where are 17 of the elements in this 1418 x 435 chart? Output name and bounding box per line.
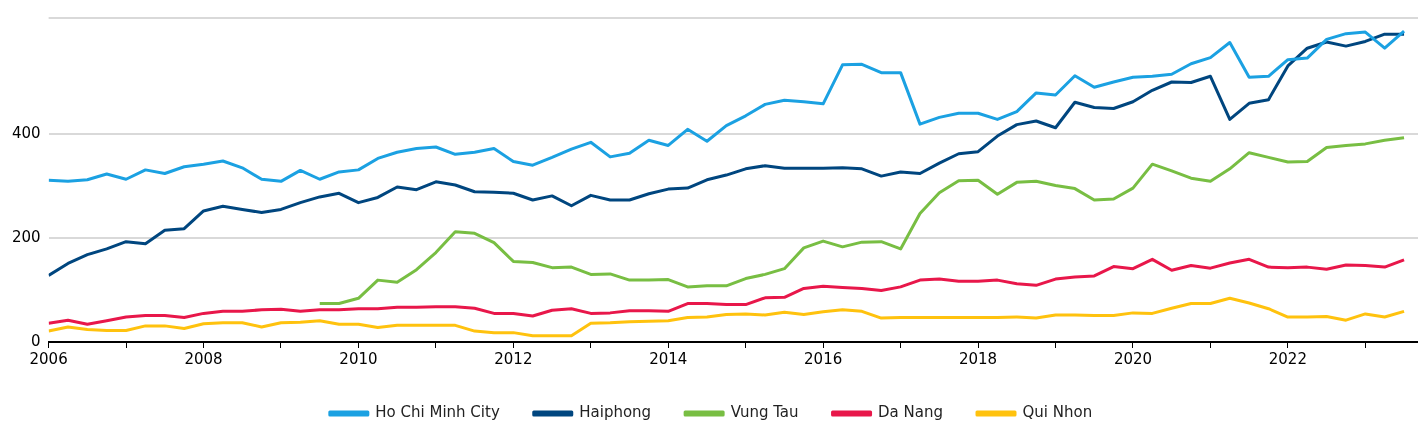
legend-label: Qui Nhon (1022, 403, 1093, 422)
x-tick-label: 2014 (649, 349, 688, 368)
x-tick-label: 2018 (958, 349, 998, 368)
legend-label: Haiphong (579, 403, 652, 422)
x-tick-label: 2022 (1268, 349, 1307, 368)
x-tick-label: 2006 (29, 349, 68, 368)
y-tick-label: 0 (31, 331, 41, 350)
x-tick-label: 2016 (804, 349, 843, 368)
x-tick-label: 2010 (339, 349, 378, 368)
legend-label: Ho Chi Minh City (375, 403, 500, 422)
y-tick-label: 400 (11, 123, 41, 142)
x-tick-label: 2008 (184, 349, 223, 368)
legend-label: Da Nang (878, 403, 944, 422)
legend-label: Vung Tau (730, 403, 799, 422)
x-tick-label: 2012 (494, 349, 533, 368)
x-tick-label: 2020 (1113, 349, 1153, 368)
y-tick-label: 200 (11, 227, 41, 246)
